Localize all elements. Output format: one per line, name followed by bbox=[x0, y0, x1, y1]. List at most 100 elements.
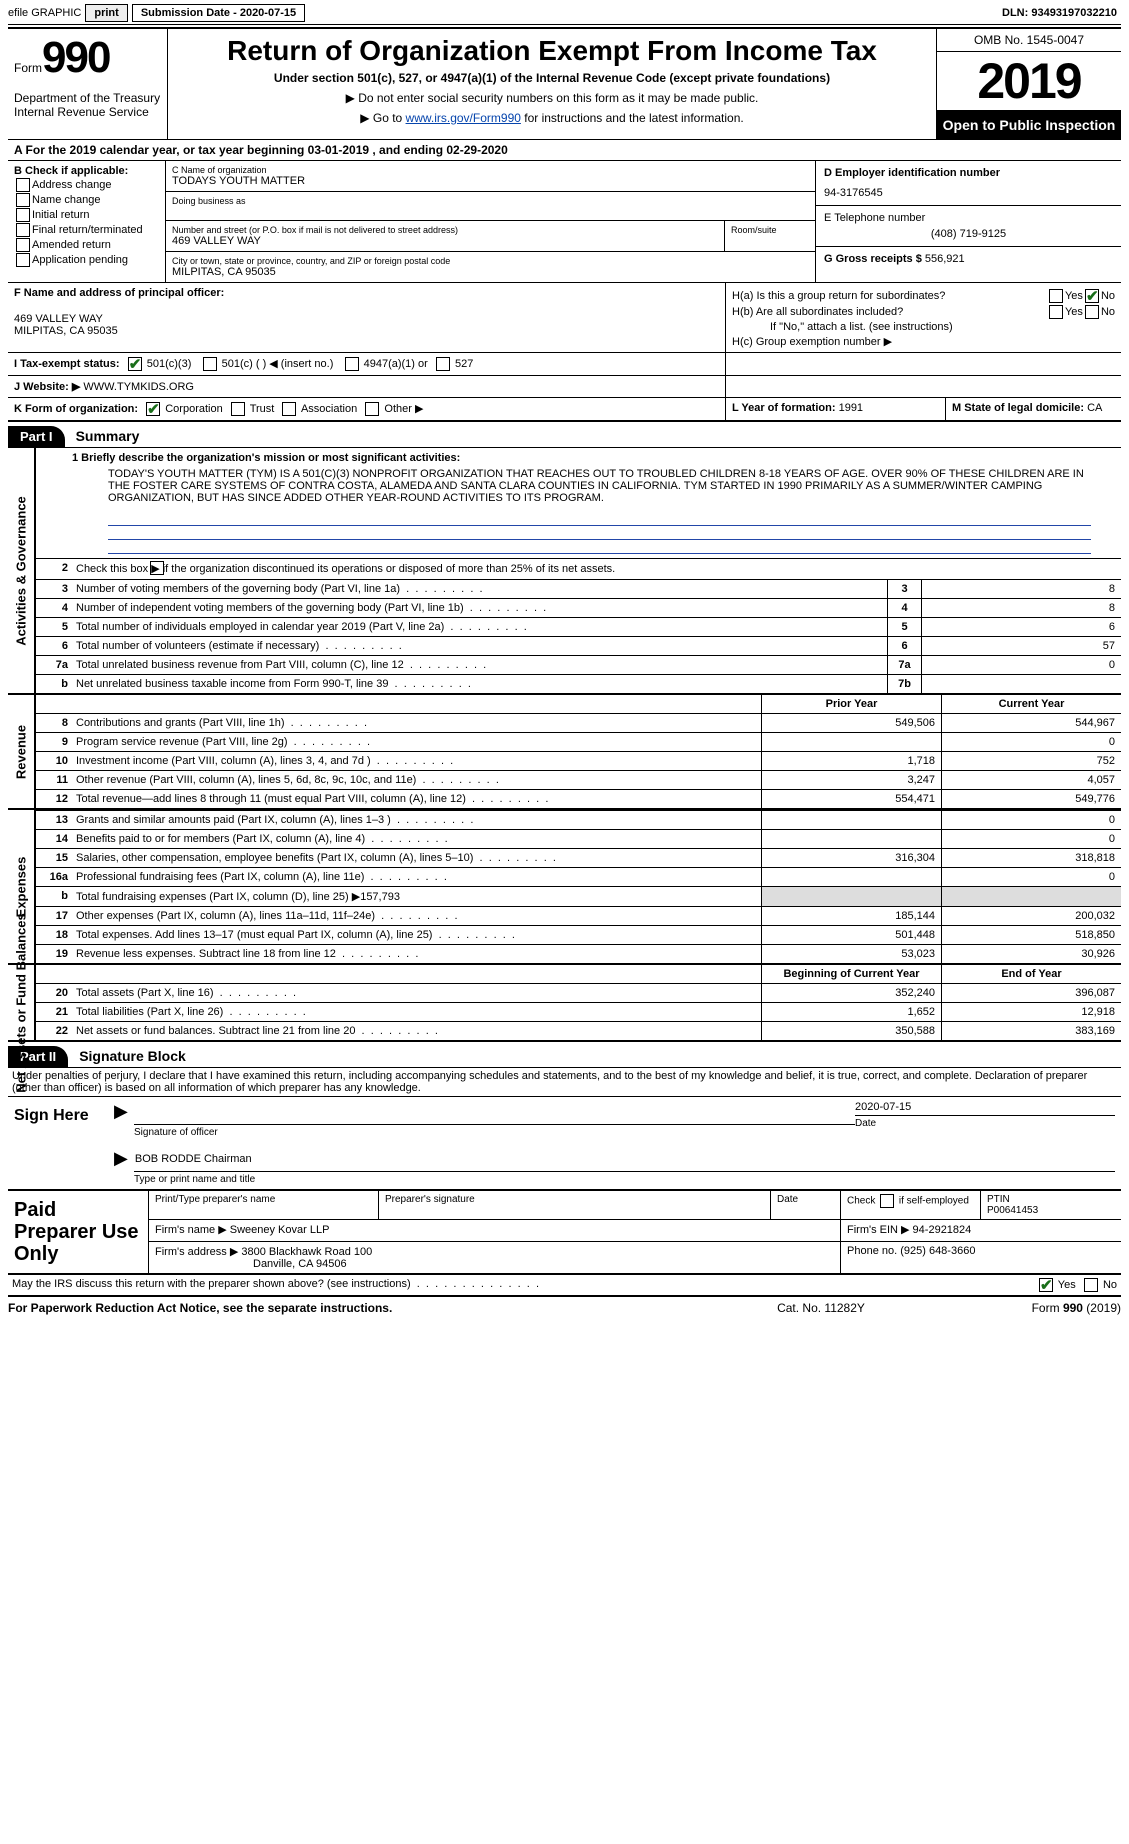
sig-declaration: Under penalties of perjury, I declare th… bbox=[8, 1067, 1121, 1096]
cb-amended-return[interactable]: Amended return bbox=[14, 238, 159, 252]
org-name-lbl: C Name of organization bbox=[172, 165, 809, 175]
room-lbl: Room/suite bbox=[731, 225, 809, 235]
prior-year-hdr: Prior Year bbox=[761, 695, 941, 713]
no-label: No bbox=[1103, 1279, 1117, 1291]
officer-addr2: MILPITAS, CA 95035 bbox=[14, 325, 719, 337]
ein-lbl: D Employer identification number bbox=[824, 167, 1113, 179]
k-assoc-checkbox[interactable] bbox=[282, 402, 296, 416]
footer-center: Cat. No. 11282Y bbox=[721, 1301, 921, 1315]
group-return: H(a) Is this a group return for subordin… bbox=[726, 283, 1121, 352]
form-note2: ▶ Go to www.irs.gov/Form990 for instruct… bbox=[176, 111, 928, 125]
l-lbl: L Year of formation: bbox=[732, 402, 836, 414]
discuss-no-checkbox[interactable] bbox=[1084, 1278, 1098, 1292]
dba-lbl: Doing business as bbox=[172, 196, 809, 206]
gov-line-5: 5Total number of individuals employed in… bbox=[36, 617, 1121, 636]
note2-pre: ▶ Go to bbox=[360, 111, 405, 125]
cb-final-return[interactable]: Final return/terminated bbox=[14, 223, 159, 237]
i-4947-checkbox[interactable] bbox=[345, 357, 359, 371]
j-lbl: J Website: ▶ bbox=[14, 381, 80, 393]
gov-line-3: 3Number of voting members of the governi… bbox=[36, 579, 1121, 598]
cb-application-pending[interactable]: Application pending bbox=[14, 253, 159, 267]
exp-line-b: bTotal fundraising expenses (Part IX, co… bbox=[36, 886, 1121, 906]
firm-name-lbl: Firm's name ▶ bbox=[155, 1224, 227, 1236]
cb-name-change[interactable]: Name change bbox=[14, 193, 159, 207]
l-val: 1991 bbox=[839, 402, 863, 414]
form-header: Form990 Department of the Treasury Inter… bbox=[8, 27, 1121, 139]
cb-label: Final return/terminated bbox=[32, 224, 143, 236]
sig-officer-lbl: Signature of officer bbox=[134, 1127, 855, 1138]
i-501c-checkbox[interactable] bbox=[203, 357, 217, 371]
prep-name-lbl: Print/Type preparer's name bbox=[149, 1191, 379, 1219]
city-lbl: City or town, state or province, country… bbox=[172, 256, 809, 266]
net-line-22: 22Net assets or fund balances. Subtract … bbox=[36, 1021, 1121, 1040]
omb-number: OMB No. 1545-0047 bbox=[937, 29, 1121, 52]
open-to-public: Open to Public Inspection bbox=[937, 111, 1121, 139]
header-right: OMB No. 1545-0047 2019 Open to Public In… bbox=[936, 29, 1121, 139]
footer: For Paperwork Reduction Act Notice, see … bbox=[8, 1297, 1121, 1319]
ptin-lbl: PTIN bbox=[987, 1194, 1115, 1205]
gross-val: 556,921 bbox=[925, 253, 965, 265]
net-line-21: 21Total liabilities (Part X, line 26)1,6… bbox=[36, 1002, 1121, 1021]
i-501c3-checkbox[interactable] bbox=[128, 357, 142, 371]
k-corp-checkbox[interactable] bbox=[146, 402, 160, 416]
cb-label: Initial return bbox=[32, 209, 89, 221]
i-lbl: I Tax-exempt status: bbox=[14, 358, 120, 370]
ha-yes-checkbox[interactable] bbox=[1049, 289, 1063, 303]
sig-date: 2020-07-15 bbox=[855, 1101, 1115, 1113]
print-button[interactable]: print bbox=[85, 4, 127, 22]
k-other-checkbox[interactable] bbox=[365, 402, 379, 416]
header-mid: Return of Organization Exempt From Incom… bbox=[168, 29, 936, 139]
city-row: City or town, state or province, country… bbox=[166, 252, 815, 282]
header-left: Form990 Department of the Treasury Inter… bbox=[8, 29, 168, 139]
line2-checkbox[interactable] bbox=[150, 561, 164, 575]
officer-lbl: F Name and address of principal officer: bbox=[14, 287, 719, 299]
rev-line-8: 8Contributions and grants (Part VIII, li… bbox=[36, 713, 1121, 732]
yes-label: Yes bbox=[1065, 290, 1083, 302]
identity-block: B Check if applicable: Address change Na… bbox=[8, 161, 1121, 283]
sign-here-block: Sign Here ▶ Signature of officer 2020-07… bbox=[8, 1096, 1121, 1189]
yes-label: Yes bbox=[1058, 1279, 1076, 1291]
form-number: 990 bbox=[42, 33, 109, 82]
k-trust-checkbox[interactable] bbox=[231, 402, 245, 416]
i-527-checkbox[interactable] bbox=[436, 357, 450, 371]
hc-lbl: H(c) Group exemption number ▶ bbox=[732, 335, 1115, 348]
ptin-val: P00641453 bbox=[987, 1205, 1115, 1216]
discuss-yes-checkbox[interactable] bbox=[1039, 1278, 1053, 1292]
firm-addr2: Danville, CA 94506 bbox=[253, 1258, 347, 1270]
gov-line-b: bNet unrelated business taxable income f… bbox=[36, 674, 1121, 693]
side-net-text: Net Assets or Fund Balances bbox=[14, 913, 29, 1092]
exp-line-15: 15Salaries, other compensation, employee… bbox=[36, 848, 1121, 867]
end-year-hdr: End of Year bbox=[941, 965, 1121, 983]
col-c: C Name of organization TODAYS YOUTH MATT… bbox=[166, 161, 816, 282]
website-value: WWW.TYMKIDS.ORG bbox=[83, 381, 194, 393]
arrow-icon: ▶ bbox=[114, 1101, 128, 1121]
hb-no-checkbox[interactable] bbox=[1085, 305, 1099, 319]
ha-no-checkbox[interactable] bbox=[1085, 289, 1099, 303]
hb-yes-checkbox[interactable] bbox=[1049, 305, 1063, 319]
row-fh: F Name and address of principal officer:… bbox=[8, 283, 1121, 353]
principal-officer: F Name and address of principal officer:… bbox=[8, 283, 726, 352]
i-o3: 4947(a)(1) or bbox=[364, 358, 428, 370]
discuss-row: May the IRS discuss this return with the… bbox=[8, 1275, 1121, 1297]
mission-text: TODAY'S YOUTH MATTER (TYM) IS A 501(C)(3… bbox=[36, 464, 1121, 508]
current-year-hdr: Current Year bbox=[941, 695, 1121, 713]
k-o2: Trust bbox=[250, 403, 275, 415]
rev-line-9: 9Program service revenue (Part VIII, lin… bbox=[36, 732, 1121, 751]
m-lbl: M State of legal domicile: bbox=[952, 402, 1084, 414]
cb-label: Address change bbox=[32, 179, 112, 191]
tax-year: 2019 bbox=[937, 52, 1121, 111]
rev-line-10: 10Investment income (Part VIII, column (… bbox=[36, 751, 1121, 770]
exp-line-13: 13Grants and similar amounts paid (Part … bbox=[36, 810, 1121, 829]
irs-link[interactable]: www.irs.gov/Form990 bbox=[406, 111, 521, 125]
cb-label: Name change bbox=[32, 194, 101, 206]
cb-address-change[interactable]: Address change bbox=[14, 178, 159, 192]
paid-preparer-label: Paid Preparer Use Only bbox=[8, 1191, 148, 1273]
gov-line-7a: 7aTotal unrelated business revenue from … bbox=[36, 655, 1121, 674]
ptin-cell: PTIN P00641453 bbox=[981, 1191, 1121, 1219]
side-expenses-text: Expenses bbox=[14, 856, 29, 917]
exp-line-17: 17Other expenses (Part IX, column (A), l… bbox=[36, 906, 1121, 925]
net-line-20: 20Total assets (Part X, line 16)352,2403… bbox=[36, 983, 1121, 1002]
self-employed-checkbox[interactable] bbox=[880, 1194, 894, 1208]
phone-lbl: E Telephone number bbox=[824, 212, 1113, 224]
cb-initial-return[interactable]: Initial return bbox=[14, 208, 159, 222]
